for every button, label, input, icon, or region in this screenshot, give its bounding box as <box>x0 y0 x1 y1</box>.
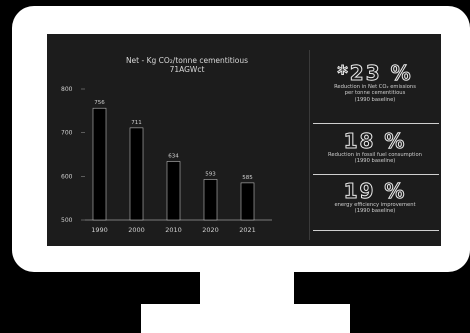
stat-desc-line: Reduction in Net CO₂ emissions <box>334 84 416 90</box>
y-tick-label: 700 <box>61 130 73 137</box>
bar <box>240 182 255 221</box>
stat-desc-line: (1990 baseline) <box>354 158 396 165</box>
stat-desc-line: energy efficiency improvement <box>334 202 416 208</box>
bar <box>166 161 181 221</box>
x-tick-label: 2010 <box>165 226 182 234</box>
bar-value-label: 593 <box>205 171 216 177</box>
stat-desc-line: per tonne cementitious <box>344 90 406 97</box>
stat-fuel-reduction: 18 % Reduction in fossil fuel consumptio… <box>309 130 441 165</box>
monitor-screen: Net - Kg CO₂/tonne cementitious 71AGWct … <box>47 34 441 246</box>
stat-co2-reduction: *23 % Reduction in Net CO₂ emissions per… <box>309 62 441 103</box>
bar-value-label: 756 <box>94 100 105 106</box>
stat-value: 18 % <box>343 129 407 153</box>
y-tick-label: 500 <box>61 217 73 224</box>
bar-value-label: 585 <box>242 175 253 181</box>
monitor-stand-neck <box>200 268 294 308</box>
monitor-stand-base <box>141 304 350 333</box>
chart-subtitle: 71AGWct <box>169 65 205 74</box>
stat-value: 19 % <box>343 179 407 203</box>
x-tick-label: 2021 <box>239 226 256 234</box>
stat-divider <box>313 123 439 124</box>
bar <box>92 107 107 221</box>
bar <box>203 179 218 221</box>
chart-title-block: Net - Kg CO₂/tonne cementitious 71AGWct <box>87 56 287 74</box>
bar-chart: 500 600 700 800 756 1990 711 2000 634 2010 593 2020… <box>61 86 272 234</box>
bar-value-label: 711 <box>131 120 142 126</box>
stat-desc-line: (1990 baseline) <box>354 96 396 103</box>
x-tick-label: 2020 <box>202 226 219 234</box>
chart-title: Net - Kg CO₂/tonne cementitious <box>125 56 249 65</box>
y-tick-label: 800 <box>61 86 73 93</box>
stat-energy-efficiency: 19 % energy efficiency improvement (1990… <box>309 180 441 215</box>
stat-divider <box>313 230 439 231</box>
stat-desc-line: Reduction in fossil fuel consumption <box>328 152 422 158</box>
y-tick-label: 600 <box>61 173 73 180</box>
stat-desc-line: (1990 baseline) <box>354 208 396 215</box>
bar <box>129 127 144 221</box>
stat-divider <box>313 174 439 175</box>
x-tick-label: 1990 <box>91 226 108 234</box>
panel-separator <box>309 50 310 240</box>
x-tick-label: 2000 <box>128 226 145 234</box>
stat-value: *23 % <box>337 61 413 85</box>
bar-value-label: 634 <box>168 153 179 159</box>
